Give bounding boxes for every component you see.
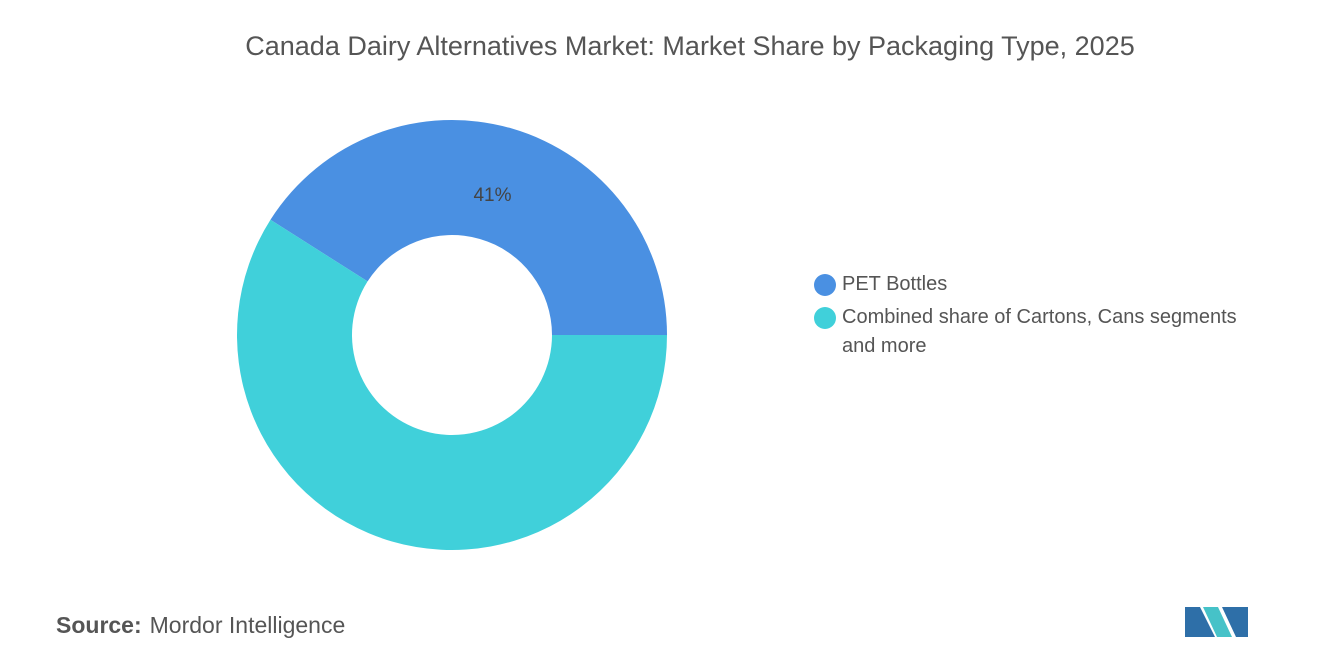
logo-shape <box>1185 607 1215 637</box>
legend-marker <box>814 274 836 296</box>
source-text: Mordor Intelligence <box>149 612 346 638</box>
donut-segment <box>270 119 667 335</box>
source: Source: Mordor Intelligence <box>56 612 345 639</box>
legend-label: Combined share of Cartons, Cans segments… <box>842 306 1237 357</box>
legend-item: Combined share of Cartons, Cans segments… <box>814 303 1274 361</box>
logo-shape <box>1203 607 1232 637</box>
data-label: 41% <box>473 185 511 206</box>
logo-shape <box>1222 607 1248 637</box>
legend: PET Bottles Combined share of Cartons, Ca… <box>814 270 1274 365</box>
chart-title: Canada Dairy Alternatives Market: Market… <box>245 31 1134 61</box>
donut: 41% <box>237 119 668 550</box>
logo <box>1185 607 1248 637</box>
legend-label: PET Bottles <box>842 273 948 295</box>
donut-segment <box>237 219 668 550</box>
source-label: Source: <box>56 612 142 638</box>
legend-marker <box>814 307 836 329</box>
legend-item: PET Bottles <box>814 270 1274 299</box>
